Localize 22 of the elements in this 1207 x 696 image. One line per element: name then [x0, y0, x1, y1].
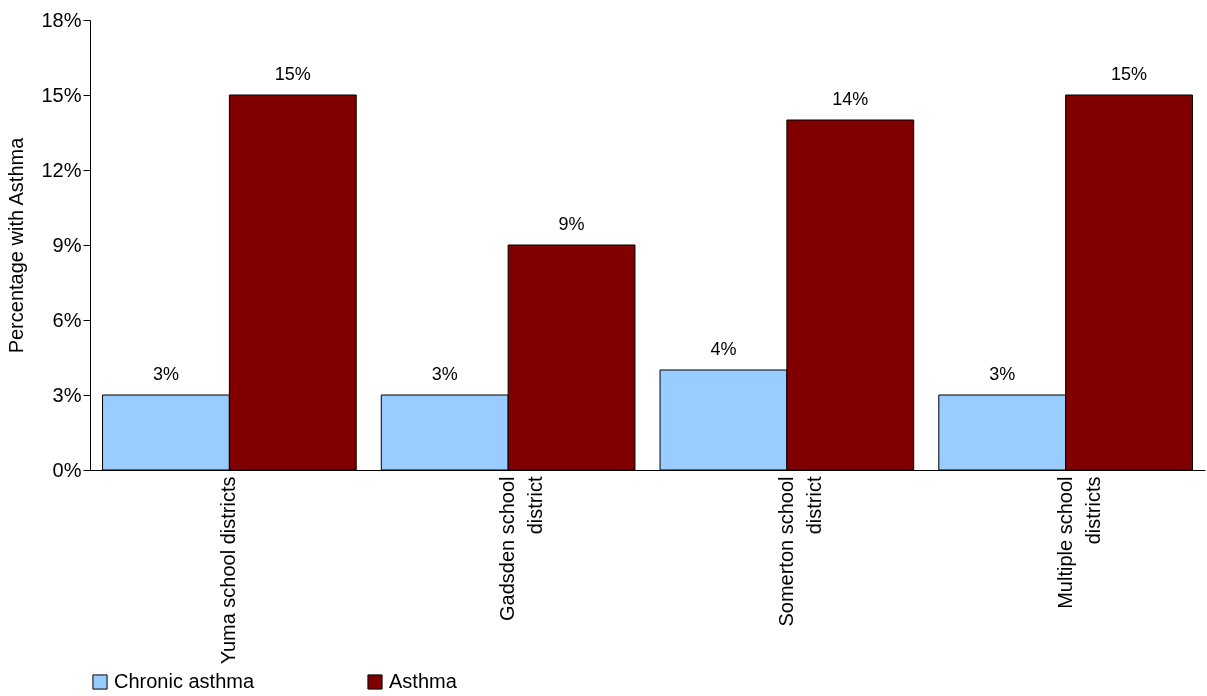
- data-label: 4%: [710, 339, 737, 359]
- x-tick-label: Gadsden school district: [496, 476, 547, 622]
- y-tick-label: 12%: [41, 158, 82, 181]
- y-tick-label: 3%: [52, 383, 82, 406]
- y-tick-label: 15%: [41, 83, 82, 106]
- y-tick-label: 18%: [41, 8, 82, 31]
- x-tick-label: Multiple school districts: [1053, 476, 1104, 609]
- data-label: 15%: [274, 64, 311, 84]
- data-label: 3%: [431, 364, 458, 384]
- x-tick-label: Yuma school districts: [217, 476, 240, 665]
- y-tick-label: 9%: [52, 233, 82, 256]
- y-axis-title: Percentage with Asthma: [5, 136, 28, 354]
- data-label: 3%: [989, 364, 1016, 384]
- y-tick-label: 0%: [52, 458, 82, 481]
- legend-label: Asthma: [389, 670, 458, 692]
- data-label: 9%: [558, 214, 585, 234]
- legend-label: Chronic asthma: [114, 670, 255, 692]
- y-tick-label: 6%: [52, 308, 82, 331]
- data-label: 14%: [832, 89, 869, 109]
- x-tick-label: Somerton school district: [774, 476, 825, 627]
- data-label: 15%: [1111, 64, 1148, 84]
- data-label: 3%: [152, 364, 179, 384]
